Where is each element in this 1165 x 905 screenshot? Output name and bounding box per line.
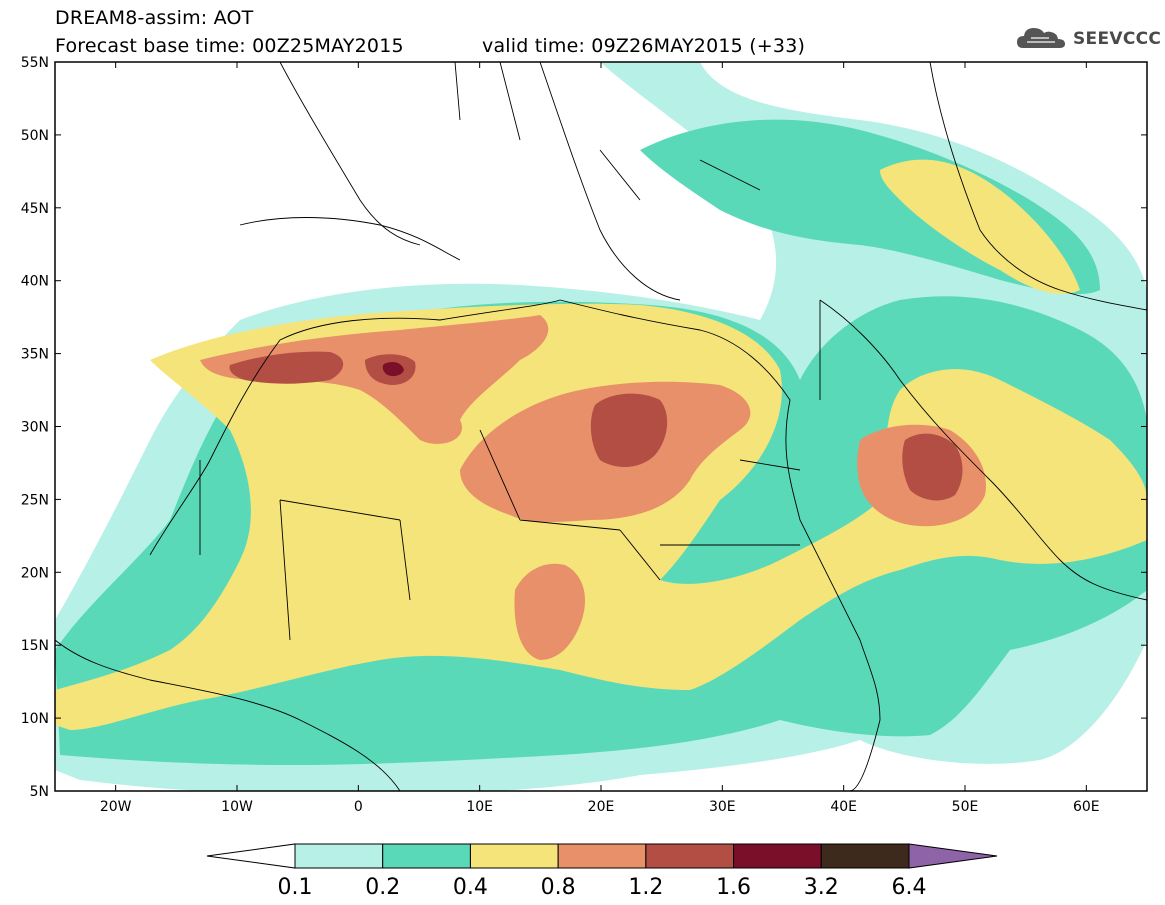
logo-text: SEEVCCC: [1073, 29, 1162, 49]
aot-band-0.8: [200, 315, 549, 444]
lat-label: 20N: [21, 565, 49, 581]
seevccc-logo: SEEVCCC: [1015, 24, 1161, 54]
lat-label: 55N: [21, 55, 49, 71]
lon-label: 60E: [1073, 799, 1100, 815]
aot-band-1.2-d: [902, 433, 963, 501]
aot-band-0.8-south: [514, 563, 585, 660]
lon-label: 0: [354, 799, 363, 815]
base-time-label: Forecast base time: 00Z25MAY2015: [55, 35, 404, 57]
colorbar-swatch: [645, 843, 735, 869]
aot-band-1.6: [382, 362, 404, 377]
lon-label: 20W: [100, 799, 132, 815]
colorbar-swatch: [820, 843, 910, 869]
colorbar-label: 0.2: [365, 875, 400, 900]
longitude-axis: 20W 10W 0 10E 20E 30E 40E 50E 60E: [100, 62, 1100, 815]
latitude-axis: 55N 50N 45N 40N 35N 30N 25N 20N 15N 10N 5N: [21, 55, 1147, 800]
lon-label: 20E: [588, 799, 615, 815]
lat-label: 50N: [21, 128, 49, 144]
colorbar: 0.1 0.2 0.4 0.8 1.2 1.6 3.2 6.4: [206, 843, 998, 900]
lon-label: 10W: [221, 799, 253, 815]
lat-label: 35N: [21, 347, 49, 363]
lat-label: 40N: [21, 274, 49, 290]
colorbar-swatch: [294, 843, 384, 869]
lon-label: 30E: [709, 799, 736, 815]
lat-label: 15N: [21, 638, 49, 654]
colorbar-label: 0.8: [541, 875, 576, 900]
lat-label: 10N: [21, 711, 49, 727]
aot-band-0.4-north: [880, 159, 1080, 294]
colorbar-swatch: [382, 843, 471, 869]
colorbar-swatch: [557, 843, 647, 869]
coastlines: [55, 62, 1147, 791]
lon-label: 40E: [830, 799, 857, 815]
colorbar-swatch: [733, 843, 822, 869]
aot-band-1.2: [229, 351, 344, 384]
chart-title: DREAM8-assim: AOT: [55, 7, 254, 29]
lon-label: 10E: [466, 799, 493, 815]
colorbar-label: 0.4: [453, 875, 488, 900]
lat-label: 25N: [21, 492, 49, 508]
cloud-icon: [1015, 22, 1069, 56]
valid-time-label: valid time: 09Z26MAY2015 (+33): [482, 35, 806, 57]
colorbar-label: 6.4: [892, 875, 927, 900]
colorbar-label: 0.1: [278, 875, 313, 900]
colorbar-label: 1.2: [628, 875, 663, 900]
lon-label: 50E: [952, 799, 979, 815]
aot-band-1.2-c: [590, 393, 668, 467]
lat-label: 45N: [21, 201, 49, 217]
aot-field: [55, 62, 1147, 791]
colorbar-label: 1.6: [716, 875, 751, 900]
colorbar-over-arrow: [908, 843, 998, 869]
lat-label: 30N: [21, 420, 49, 436]
colorbar-swatch: [469, 843, 559, 869]
colorbar-label: 3.2: [804, 875, 839, 900]
lat-label: 5N: [30, 784, 49, 800]
colorbar-under-arrow: [206, 843, 296, 869]
